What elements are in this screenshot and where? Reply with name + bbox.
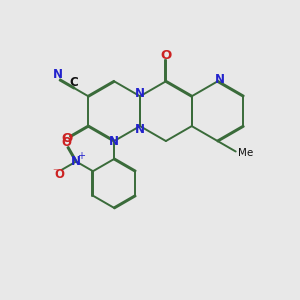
Text: N: N (135, 123, 145, 136)
Text: N: N (109, 134, 119, 148)
Text: Me: Me (238, 148, 253, 158)
Text: N: N (135, 87, 145, 100)
Text: ⁻: ⁻ (52, 168, 58, 178)
Text: +: + (77, 152, 85, 161)
Text: N: N (215, 73, 225, 86)
Text: N: N (53, 68, 63, 81)
Text: O: O (55, 168, 64, 181)
Text: O: O (160, 49, 172, 62)
Text: O: O (61, 132, 72, 145)
Text: N: N (70, 155, 81, 168)
Text: C: C (70, 76, 79, 89)
Text: O: O (61, 136, 71, 149)
